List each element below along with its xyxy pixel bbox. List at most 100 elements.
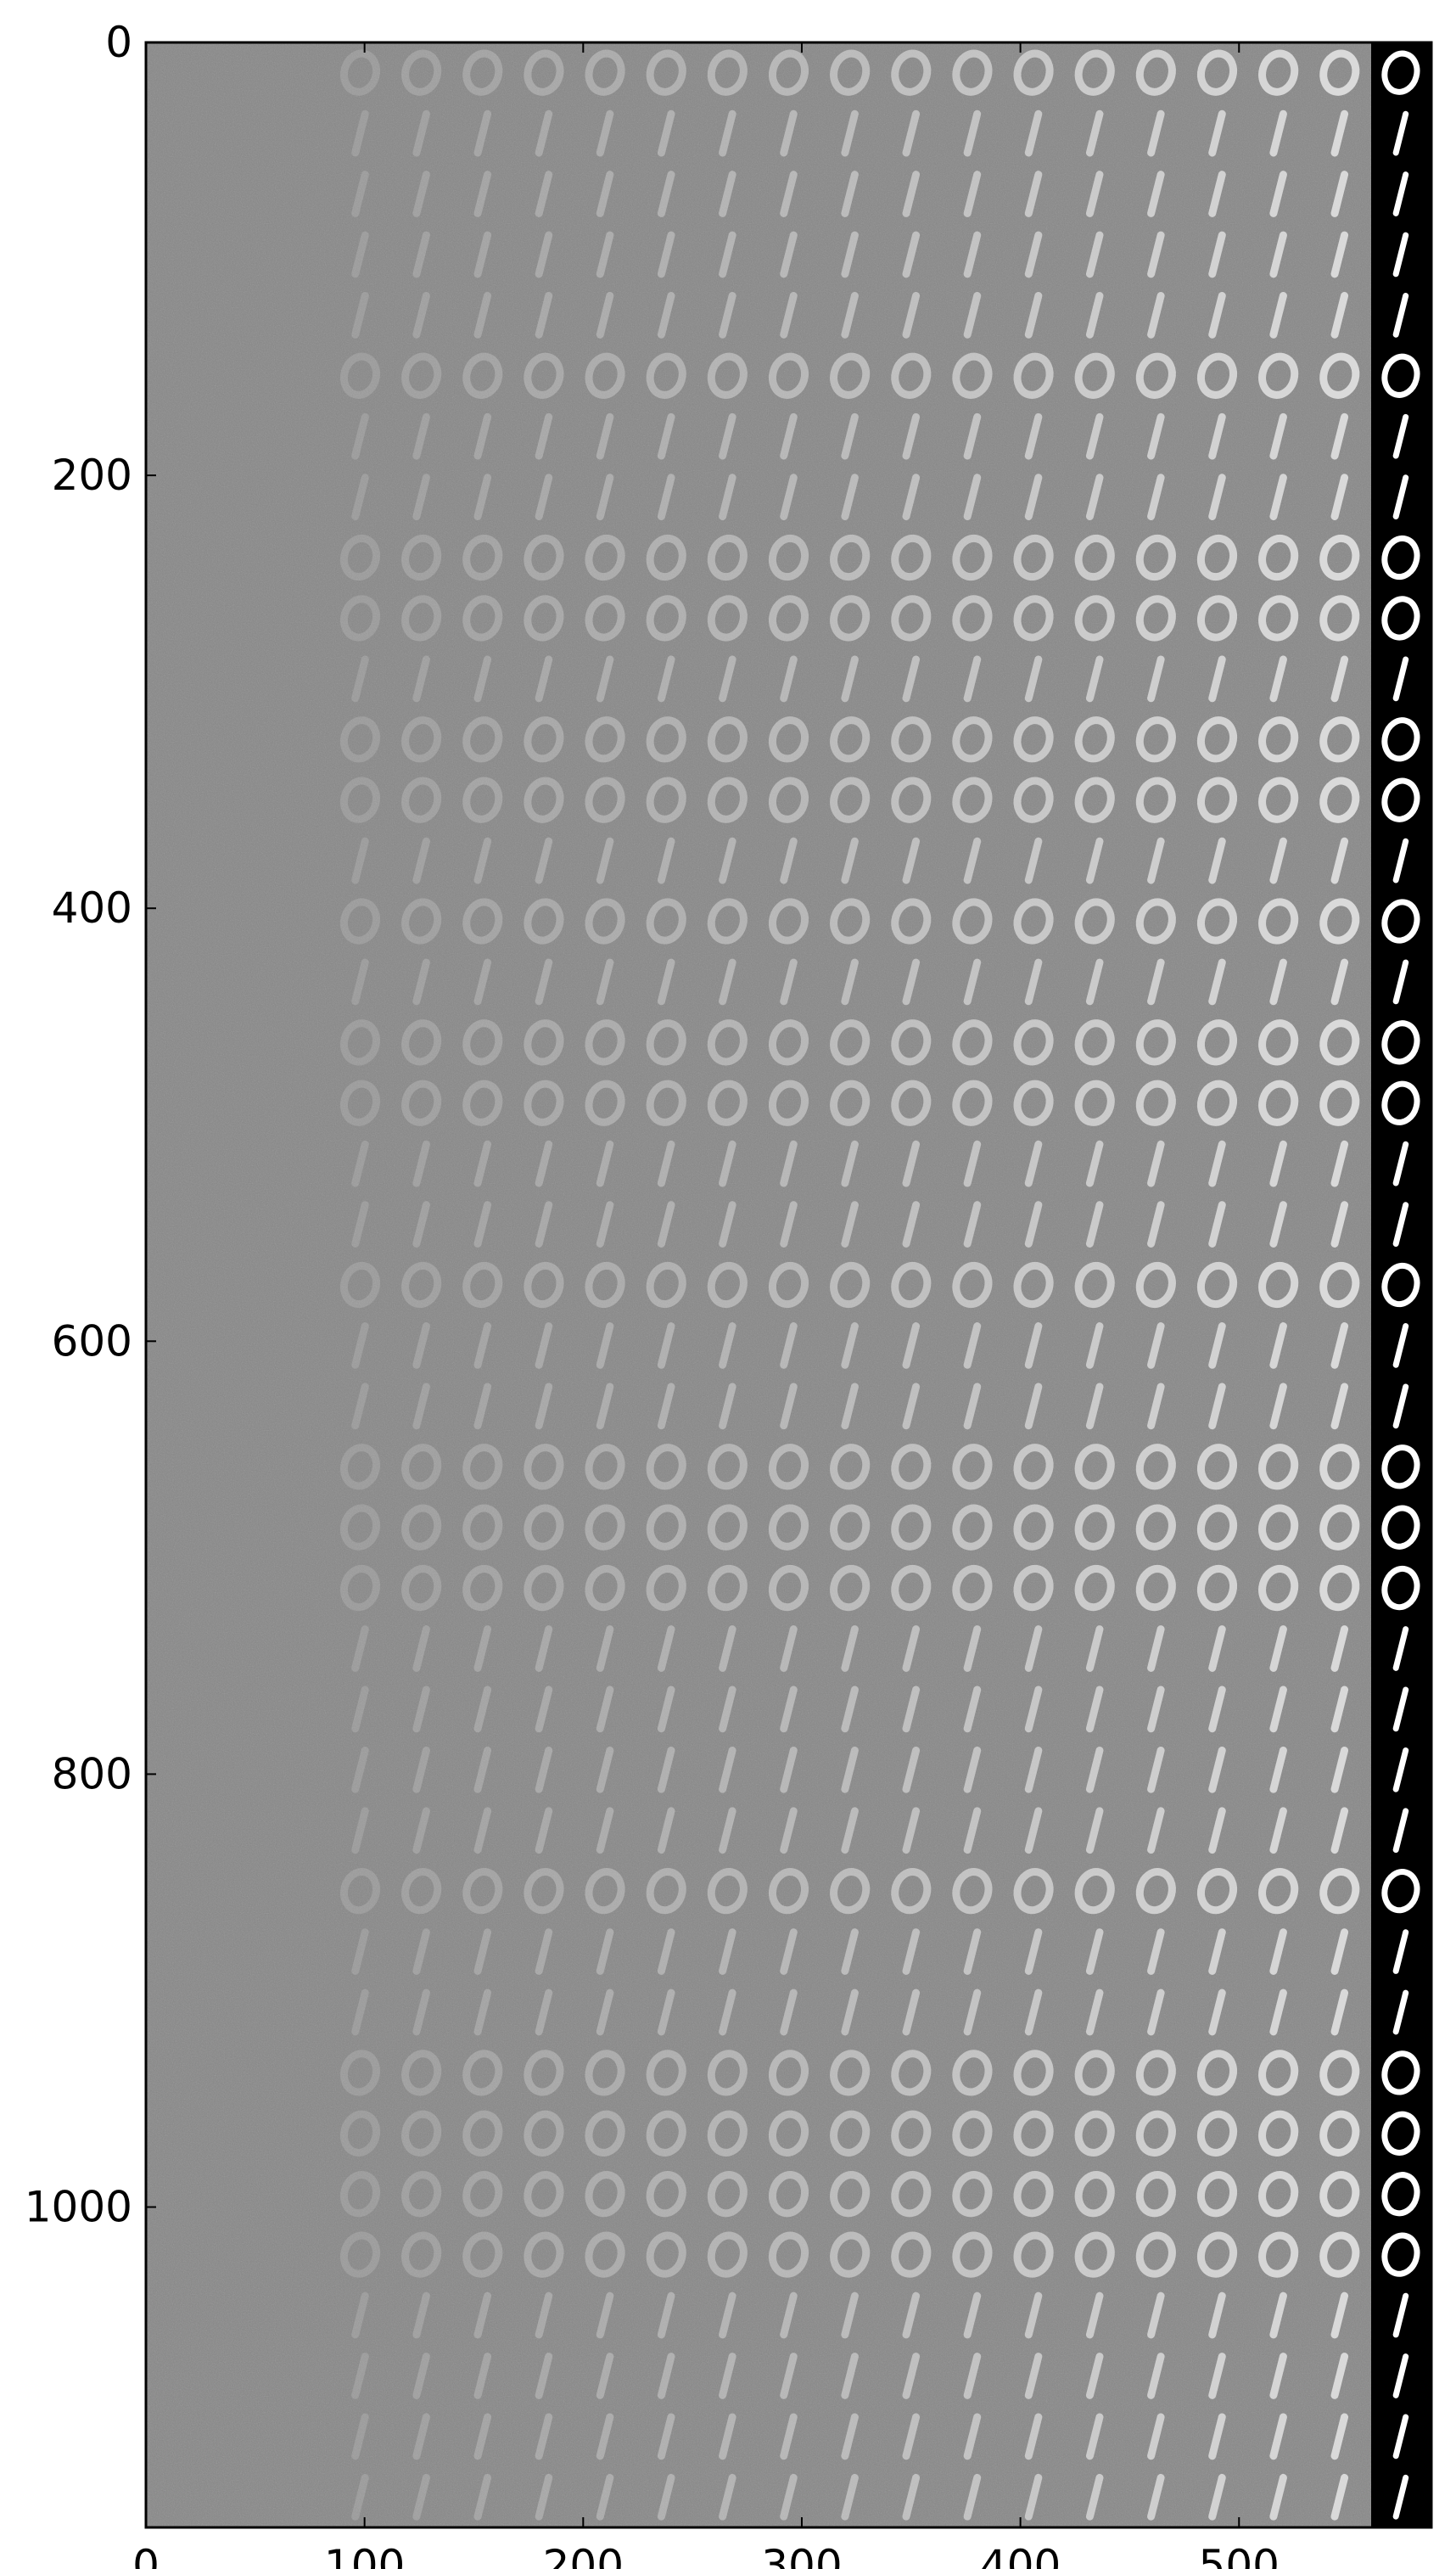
digit-one-mark [719,2413,736,2460]
digit-one-mark [1024,231,1043,278]
digit-zero-mark [1074,2231,1115,2278]
digit-one-mark [780,1988,798,2036]
digit-zero-mark [1196,2110,1238,2157]
digit-zero-mark [707,1444,748,1490]
digit-zero-mark [646,2231,686,2278]
digit-one-mark [780,958,798,1006]
digit-one-mark [596,1201,614,1248]
digit-one-mark [1147,2413,1165,2460]
digit-one-mark [902,958,921,1006]
digit-zero-mark [339,1868,381,1915]
digit-one-mark [1208,1625,1226,1672]
digit-one-mark [351,1928,369,1975]
digit-zero-mark [768,716,809,763]
digit-zero-mark [585,595,625,642]
digit-one-mark [719,1686,736,1733]
digit-one-mark [473,1988,492,2036]
digit-one-mark [902,171,921,217]
digit-zero-mark [707,1504,748,1551]
digit-zero-mark [952,1019,993,1066]
digit-zero-mark [952,1261,993,1309]
digit-one-mark [1269,412,1287,460]
digit-zero-mark [585,2050,625,2096]
digit-zero-mark [646,1019,686,1066]
digit-zero-mark [401,1019,442,1066]
digit-one-mark [1208,1686,1226,1733]
digit-zero-mark [891,1080,932,1126]
digit-zero-mark [1258,716,1299,763]
digit-one-mark [596,1686,614,1733]
digit-one-mark [902,1988,921,2036]
digit-one-mark [1208,412,1226,460]
digit-zero-mark [1135,1444,1176,1490]
digit-one-mark [351,1988,369,2036]
digit-one-mark [1147,1201,1165,1248]
digit-zero-mark [1258,1261,1299,1309]
digit-zero-mark [891,2231,932,2278]
digit-one-mark [841,474,859,520]
digit-one-mark [1330,171,1349,217]
digit-one-mark [1330,412,1349,460]
digit-zero-mark [1135,2231,1176,2278]
digit-one-mark [902,2413,921,2460]
digit-one-mark [473,292,492,339]
digit-zero-mark [1381,1869,1420,1914]
digit-zero-mark [707,352,748,399]
digit-one-mark [963,837,982,884]
digit-one-mark [1085,1807,1104,1854]
digit-zero-mark [707,2110,748,2157]
digit-zero-mark [585,1444,625,1490]
digit-one-mark [780,2353,798,2399]
digit-one-mark [1208,231,1226,278]
digit-one-mark [719,2473,736,2521]
digit-one-mark [1269,1201,1287,1248]
digit-zero-mark [1135,352,1176,399]
digit-one-mark [535,837,553,884]
digit-one-mark [1147,231,1165,278]
digit-zero-mark [1381,535,1420,581]
digit-one-mark [1330,1746,1349,1793]
digit-zero-mark [1135,1019,1176,1066]
digit-one-mark [1269,2291,1287,2339]
digit-one-mark [963,1322,982,1369]
y-tick-label: 800 [52,1749,132,1798]
digit-one-mark [1330,837,1349,884]
digit-one-mark [719,231,736,278]
digit-one-mark [1208,958,1226,1006]
digit-zero-mark [646,49,686,96]
digit-one-mark [596,1988,614,2036]
digit-zero-mark [585,1564,625,1612]
digit-one-mark [535,2413,553,2460]
digit-one-mark [963,1928,982,1975]
digit-zero-mark [1074,2110,1115,2157]
digit-zero-mark [1319,2231,1360,2278]
digit-zero-mark [1381,2050,1420,2095]
digit-one-mark [1208,1928,1226,1975]
digit-one-mark [1392,474,1409,519]
digit-zero-mark [1135,2050,1176,2096]
digit-zero-mark [1319,352,1360,399]
digit-zero-mark [462,2171,503,2218]
digit-one-mark [412,412,430,460]
digit-zero-mark [1013,2110,1054,2157]
digit-zero-mark [1196,2171,1238,2218]
digit-zero-mark [339,2171,381,2218]
digit-one-mark [719,1807,736,1854]
digit-one-mark [1330,2353,1349,2399]
digit-one-mark [1269,1928,1287,1975]
digit-zero-mark [952,352,993,399]
digit-one-mark [719,1625,736,1672]
digit-one-mark [1330,655,1349,703]
digit-one-mark [412,655,430,703]
digit-one-mark [473,2413,492,2460]
digit-zero-mark [339,1261,381,1309]
digit-one-mark [719,109,736,157]
digit-one-mark [719,292,736,339]
digit-one-mark [1269,474,1287,520]
digit-one-mark [1208,1988,1226,2036]
digit-one-mark [473,1928,492,1975]
digit-zero-mark [401,777,442,823]
digit-zero-mark [401,534,442,581]
digit-zero-mark [768,1564,809,1612]
digit-one-mark [1024,1746,1043,1793]
